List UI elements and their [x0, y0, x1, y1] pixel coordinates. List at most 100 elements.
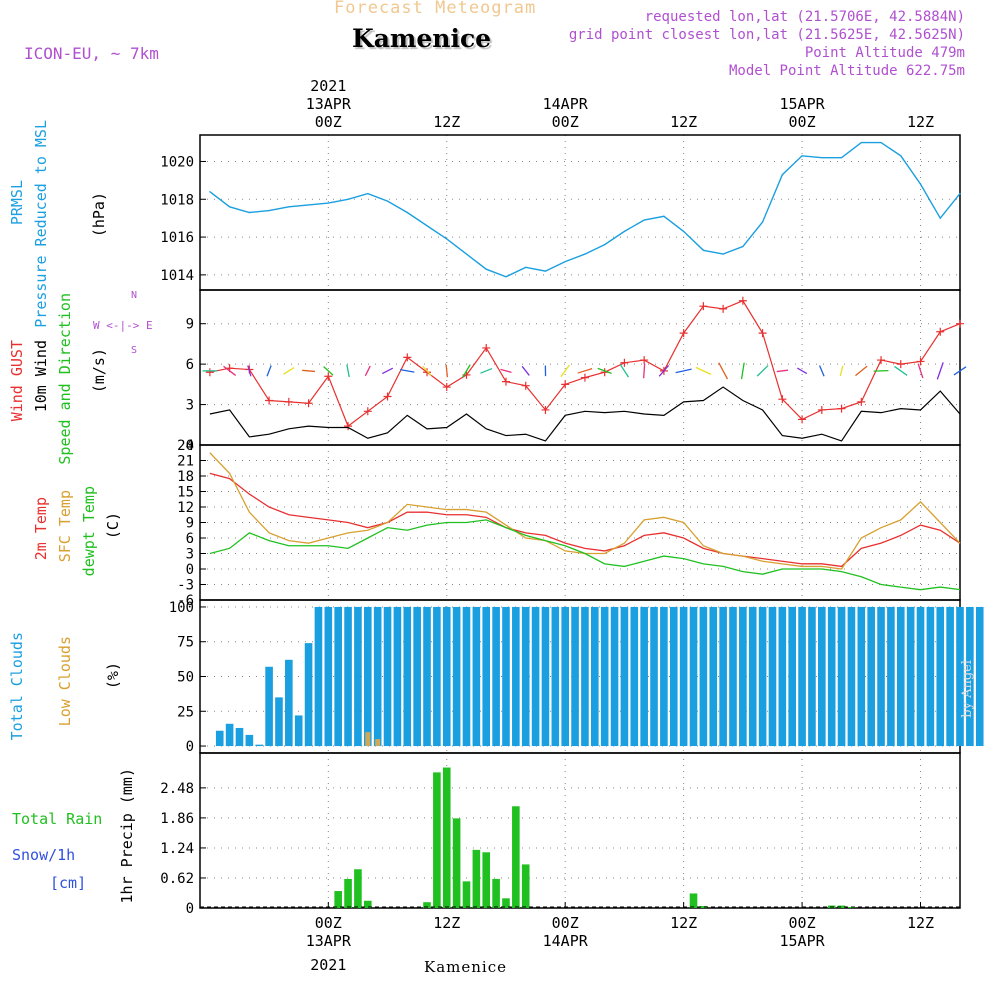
- total-clouds-bar: [709, 606, 718, 747]
- total-clouds-bar: [581, 606, 589, 747]
- y-tick-label: 25: [177, 704, 194, 720]
- wind-direction-arrow: [818, 365, 825, 377]
- temp-dewpt-label: dewpt Temp: [80, 486, 98, 577]
- total-clouds-bar: [442, 606, 451, 747]
- footer-location: Kamenice: [424, 958, 507, 976]
- total-clouds-bar: [354, 606, 362, 747]
- gust-marker: [423, 368, 432, 377]
- y-tick-label: -3: [177, 578, 194, 594]
- time-tick-hour-top: 00Z: [315, 113, 342, 131]
- pressure-point: [426, 225, 428, 227]
- total-clouds-bar: [679, 606, 688, 747]
- requested-coords: requested lon,lat (21.5706E, 42.5884N): [644, 9, 965, 25]
- rain-bar: [354, 869, 362, 908]
- total-clouds-bar: [758, 606, 767, 747]
- wind-direction-arrow: [266, 365, 272, 377]
- pressure-point: [801, 155, 803, 157]
- y-tick-label: 0: [186, 901, 194, 917]
- total-clouds-bar: [778, 606, 787, 747]
- total-clouds-bar: [669, 606, 678, 747]
- total-clouds-bar: [541, 606, 550, 747]
- pressure-point: [229, 206, 231, 208]
- time-tick-date-top: 13APR: [306, 95, 352, 113]
- total-clouds-bar: [235, 727, 244, 747]
- wind-direction-arrow: [953, 366, 967, 376]
- total-clouds-bar: [788, 606, 797, 747]
- wind-direction-arrow: [619, 364, 630, 378]
- total-clouds-bar: [294, 715, 303, 747]
- total-clouds-bar: [837, 606, 846, 747]
- pressure-point: [465, 253, 468, 255]
- gust-marker: [265, 396, 274, 405]
- precip-axis-label: 1hr Precip (mm): [118, 768, 136, 904]
- time-tick-hour-bottom: 00Z: [552, 914, 579, 932]
- time-tick-hour-bottom: 12Z: [907, 914, 934, 932]
- pressure-point: [623, 230, 626, 233]
- total-clouds-bar: [630, 606, 639, 747]
- wind-direction-arrow: [776, 369, 789, 373]
- total-clouds-bar: [847, 606, 856, 747]
- rain-bar: [423, 902, 431, 908]
- total-clouds-label: Total Clouds: [8, 632, 26, 741]
- total-clouds-bar: [877, 606, 885, 747]
- y-tick-label: 24: [177, 438, 194, 454]
- gust-marker: [798, 415, 807, 424]
- point-altitude: Point Altitude 479m: [804, 45, 965, 61]
- gust-marker: [738, 296, 747, 305]
- total-clouds-bar: [827, 606, 836, 747]
- y-tick-label: 50: [177, 670, 194, 686]
- total-clouds-bar: [748, 606, 757, 747]
- wind-direction-arrow: [839, 365, 844, 377]
- total-clouds-bar: [591, 606, 599, 747]
- total-clouds-bar: [413, 606, 421, 747]
- gust-marker: [521, 381, 530, 390]
- pressure-point: [722, 253, 724, 255]
- y-tick-label: 0.62: [160, 871, 194, 887]
- total-clouds-bar: [926, 606, 935, 747]
- gust-marker: [205, 368, 214, 377]
- y-tick-label: 18: [177, 469, 194, 485]
- watermark: by Angel: [960, 660, 975, 718]
- gust-marker: [817, 405, 826, 414]
- total-clouds-bar: [867, 606, 875, 747]
- y-tick-label: 1.86: [160, 811, 194, 827]
- temp-2m-line: [209, 472, 961, 568]
- time-tick-hour-top: 00Z: [552, 113, 579, 131]
- total-clouds-bar: [719, 606, 727, 747]
- rain-bar: [433, 772, 441, 908]
- temp-sfc-line: [209, 452, 961, 570]
- total-clouds-bar: [285, 659, 293, 747]
- pressure-point: [663, 215, 665, 217]
- time-tick-date-bottom: 13APR: [306, 932, 352, 950]
- y-tick-label: -6: [177, 593, 194, 609]
- total-clouds-bar: [689, 606, 698, 747]
- pressure-point: [347, 198, 349, 200]
- wind-direction-arrow: [855, 365, 868, 377]
- y-tick-label: 6: [186, 531, 194, 547]
- wind-direction-arrow: [346, 364, 350, 378]
- pressure-point: [307, 204, 310, 206]
- gust-marker: [640, 356, 649, 365]
- gust-marker: [383, 392, 392, 401]
- gust-marker: [304, 399, 313, 408]
- time-tick-hour-top: 12Z: [907, 113, 934, 131]
- wind-line: [209, 386, 961, 442]
- wind-direction-arrow: [597, 367, 612, 375]
- pressure-point: [840, 157, 843, 159]
- wind-direction-arrow: [283, 367, 295, 375]
- total-clouds-bar: [265, 666, 273, 747]
- total-clouds-bar: [215, 730, 224, 747]
- total-clouds-bar: [255, 744, 264, 747]
- temp-dewpt-line: [209, 519, 961, 591]
- gust-marker: [956, 319, 964, 328]
- gust-marker: [679, 329, 688, 338]
- pressure-point: [761, 221, 764, 223]
- gust-marker: [699, 302, 708, 311]
- total-clouds-bar: [512, 606, 520, 747]
- panel-frame: [199, 752, 961, 909]
- gust-marker: [857, 397, 866, 406]
- y-tick-label: 21: [177, 454, 194, 470]
- wind-direction-arrow: [917, 363, 924, 379]
- wind-direction-arrow: [500, 368, 512, 373]
- y-tick-label: 9: [186, 317, 194, 333]
